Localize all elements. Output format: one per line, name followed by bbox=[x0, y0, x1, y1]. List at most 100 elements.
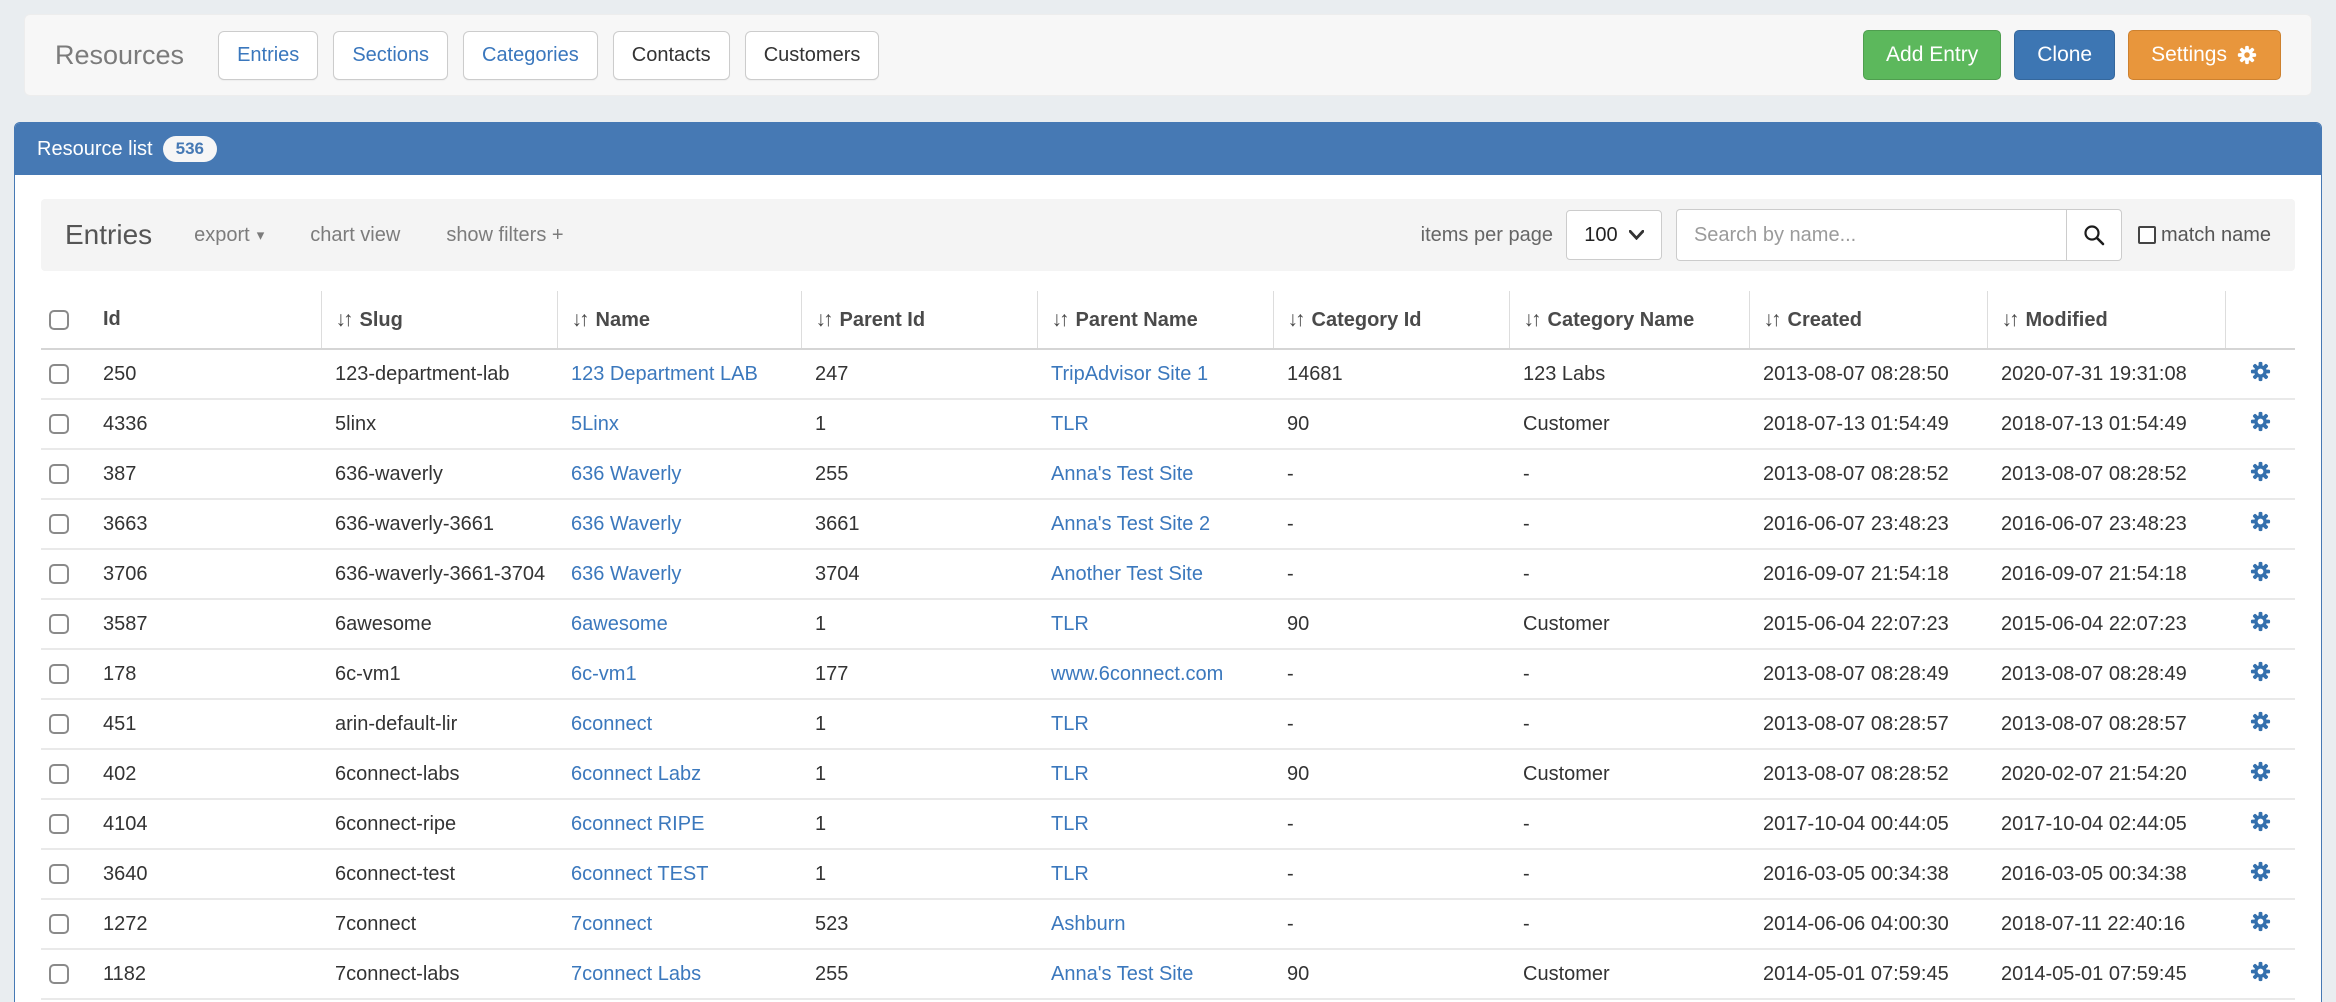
parent-name-link[interactable]: Anna's Test Site bbox=[1051, 462, 1194, 485]
name-link[interactable]: 6c-vm1 bbox=[571, 662, 637, 685]
cell-slug: 7connect-labs bbox=[335, 962, 460, 985]
column-header-name[interactable]: ↓↑ Name bbox=[557, 291, 802, 349]
name-link[interactable]: 636 Waverly bbox=[571, 562, 682, 585]
column-header-category-id[interactable]: ↓↑ Category Id bbox=[1273, 291, 1510, 349]
nav-button-contacts[interactable]: Contacts bbox=[612, 30, 730, 80]
row-checkbox[interactable] bbox=[49, 864, 69, 884]
parent-name-link[interactable]: Ashburn bbox=[1051, 912, 1126, 935]
sort-icon: ↓↑ bbox=[1523, 307, 1542, 331]
nav-button-categories[interactable]: Categories bbox=[463, 30, 598, 80]
name-link[interactable]: 7connect bbox=[571, 912, 653, 935]
add-entry-button[interactable]: Add Entry bbox=[1863, 30, 2002, 80]
row-settings-gear-icon[interactable] bbox=[2249, 960, 2272, 983]
cell-name: 636 Waverly bbox=[557, 549, 801, 599]
row-checkbox[interactable] bbox=[49, 714, 69, 734]
name-link[interactable]: 636 Waverly bbox=[571, 462, 682, 485]
cell-name: 6connect TEST bbox=[557, 849, 801, 899]
search-button[interactable] bbox=[2065, 209, 2122, 261]
cell-name: 5Linx bbox=[557, 399, 801, 449]
search-input[interactable] bbox=[1675, 209, 2066, 261]
row-settings-gear-icon[interactable] bbox=[2249, 860, 2272, 883]
name-link[interactable]: 6connect RIPE bbox=[571, 812, 705, 835]
row-settings-gear-icon[interactable] bbox=[2249, 360, 2272, 383]
parent-name-link[interactable]: www.6connect.com bbox=[1051, 662, 1224, 685]
nav-button-customers[interactable]: Customers bbox=[744, 30, 880, 80]
row-checkbox[interactable] bbox=[49, 914, 69, 934]
column-header-created[interactable]: ↓↑ Created bbox=[1749, 291, 1988, 349]
name-link[interactable]: 6awesome bbox=[571, 612, 668, 635]
parent-name-link[interactable]: TLR bbox=[1051, 412, 1089, 435]
parent-name-link[interactable]: TLR bbox=[1051, 762, 1089, 785]
name-link[interactable]: 7connect Labs bbox=[571, 962, 702, 985]
row-settings-gear-icon[interactable] bbox=[2249, 810, 2272, 833]
row-settings-gear-icon[interactable] bbox=[2249, 610, 2272, 633]
cell-modified: 2020-07-31 19:31:08 bbox=[2001, 362, 2187, 385]
column-header-modified[interactable]: ↓↑ Modified bbox=[1987, 291, 2226, 349]
column-header-slug[interactable]: ↓↑ Slug bbox=[321, 291, 558, 349]
name-link[interactable]: 6connect Labz bbox=[571, 762, 702, 785]
parent-name-link[interactable]: TLR bbox=[1051, 862, 1089, 885]
page-title: Resources bbox=[55, 39, 185, 70]
row-checkbox[interactable] bbox=[49, 614, 69, 634]
column-header-parent-name[interactable]: ↓↑ Parent Name bbox=[1037, 291, 1274, 349]
cell-id: 387 bbox=[103, 462, 137, 485]
cell-category-name: - bbox=[1523, 662, 1530, 685]
nav-button-sections[interactable]: Sections bbox=[333, 30, 449, 80]
name-link[interactable]: 5Linx bbox=[571, 412, 619, 435]
row-checkbox[interactable] bbox=[49, 464, 69, 484]
cell-parent-id: 1 bbox=[815, 762, 827, 785]
row-checkbox[interactable] bbox=[49, 764, 69, 784]
row-settings-gear-icon[interactable] bbox=[2249, 660, 2272, 683]
show-filters-link[interactable]: show filters + bbox=[446, 223, 564, 246]
row-checkbox[interactable] bbox=[49, 364, 69, 384]
row-settings-gear-icon[interactable] bbox=[2249, 460, 2272, 483]
row-checkbox[interactable] bbox=[49, 964, 69, 984]
parent-name-link[interactable]: Anna's Test Site 2 bbox=[1051, 512, 1211, 535]
cell-category-name: - bbox=[1523, 512, 1530, 535]
clone-button[interactable]: Clone bbox=[2014, 30, 2116, 80]
row-checkbox[interactable] bbox=[49, 414, 69, 434]
cell-name: 6connect bbox=[557, 699, 801, 749]
row-settings-gear-icon[interactable] bbox=[2249, 910, 2272, 933]
parent-name-link[interactable]: TLR bbox=[1051, 812, 1089, 835]
column-header-actions bbox=[2225, 291, 2295, 349]
row-checkbox[interactable] bbox=[49, 814, 69, 834]
parent-name-link[interactable]: Anna's Test Site bbox=[1051, 962, 1194, 985]
top-bar: Resources Entries Sections Categories Conta… bbox=[24, 14, 2312, 96]
name-link[interactable]: 636 Waverly bbox=[571, 512, 682, 535]
nav-button-entries[interactable]: Entries bbox=[218, 30, 319, 80]
cell-modified: 2016-09-07 21:54:18 bbox=[2001, 562, 2187, 585]
cell-modified: 2013-08-07 08:28:49 bbox=[2001, 662, 2187, 685]
cell-slug: 636-waverly bbox=[335, 462, 443, 485]
row-checkbox[interactable] bbox=[49, 514, 69, 534]
name-link[interactable]: 6connect bbox=[571, 712, 653, 735]
column-header-category-name[interactable]: ↓↑ Category Name bbox=[1509, 291, 1750, 349]
name-link[interactable]: 6connect TEST bbox=[571, 862, 709, 885]
name-link[interactable]: 123 Department LAB bbox=[571, 362, 758, 385]
row-checkbox[interactable] bbox=[49, 664, 69, 684]
cell-parent-name: Another Test Site bbox=[1037, 549, 1273, 599]
cell-slug: 6connect-test bbox=[335, 862, 456, 885]
column-header-parent-id[interactable]: ↓↑ Parent Id bbox=[801, 291, 1038, 349]
row-settings-gear-icon[interactable] bbox=[2249, 510, 2272, 533]
row-settings-gear-icon[interactable] bbox=[2249, 710, 2272, 733]
entries-toolbar: Entries export ▾ chart view show filters… bbox=[41, 199, 2295, 271]
cell-parent-name: Anna's Test Site 2 bbox=[1037, 499, 1273, 549]
parent-name-link[interactable]: TLR bbox=[1051, 712, 1089, 735]
cell-category-id: 90 bbox=[1287, 412, 1310, 435]
row-settings-gear-icon[interactable] bbox=[2249, 560, 2272, 583]
parent-name-link[interactable]: TLR bbox=[1051, 612, 1089, 635]
sort-icon: ↓↑ bbox=[815, 307, 834, 331]
parent-name-link[interactable]: Another Test Site bbox=[1051, 562, 1203, 585]
cell-category-id: - bbox=[1287, 662, 1294, 685]
row-settings-gear-icon[interactable] bbox=[2249, 410, 2272, 433]
row-settings-gear-icon[interactable] bbox=[2249, 760, 2272, 783]
chart-view-link[interactable]: chart view bbox=[310, 223, 401, 246]
export-menu[interactable]: export ▾ bbox=[194, 224, 264, 247]
items-per-page-select[interactable]: 100 bbox=[1565, 210, 1662, 260]
match-name-checkbox[interactable] bbox=[2137, 226, 2156, 244]
row-checkbox[interactable] bbox=[49, 564, 69, 584]
parent-name-link[interactable]: TripAdvisor Site 1 bbox=[1051, 362, 1209, 385]
settings-button[interactable]: Settings bbox=[2128, 30, 2281, 80]
select-all-checkbox[interactable] bbox=[49, 309, 69, 330]
